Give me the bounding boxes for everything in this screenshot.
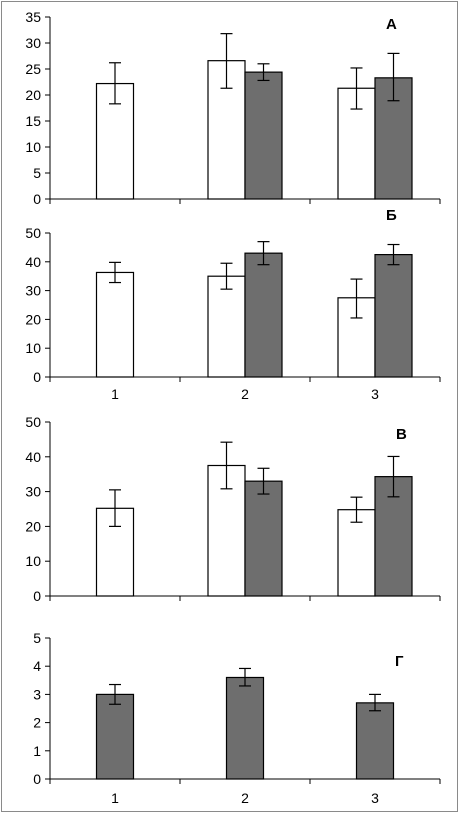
panel-label: Г xyxy=(395,653,404,670)
x-tick-label: 1 xyxy=(111,386,119,402)
panel-label: Б xyxy=(386,207,397,224)
y-tick-label: 40 xyxy=(25,254,41,270)
y-tick-label: 15 xyxy=(25,113,41,129)
y-tick-label: 0 xyxy=(33,191,41,207)
y-tick-label: 0 xyxy=(33,369,41,385)
bar-series1-cat2 xyxy=(225,676,265,780)
x-tick-label: 3 xyxy=(371,790,379,806)
y-tick-label: 30 xyxy=(25,35,41,51)
chart-panel-4: 0 1 2 3 4 5 1 2 3 Г xyxy=(33,630,441,806)
bar-series1-cat2 xyxy=(207,275,246,378)
chart-panel-2: 0 10 20 30 40 50 1 2 3 Б xyxy=(25,207,441,402)
y-tick-label: 30 xyxy=(25,283,41,299)
y-tick-label: 50 xyxy=(25,225,41,241)
y-tick-label: 0 xyxy=(33,588,41,604)
y-tick-label: 3 xyxy=(33,686,41,702)
y-tick-label: 4 xyxy=(33,658,41,674)
bar-series1-cat1 xyxy=(95,693,135,780)
y-tick-label: 25 xyxy=(25,61,41,77)
chart-panel-1: 0 5 10 15 20 25 30 35 А xyxy=(25,9,441,207)
y-tick-label: 0 xyxy=(33,771,41,787)
bar-series1-cat1 xyxy=(95,271,135,378)
bar-series2-cat2 xyxy=(244,252,283,378)
y-tick-label: 10 xyxy=(25,139,41,155)
bar-series2-cat3 xyxy=(374,254,413,378)
chart-panel-3: 0 10 20 30 40 50 В xyxy=(25,414,441,604)
bar-series2-cat2 xyxy=(244,71,283,200)
y-tick-label: 20 xyxy=(25,311,41,327)
y-tick-label: 10 xyxy=(25,553,41,569)
panel-label: В xyxy=(396,426,407,443)
x-tick-label: 2 xyxy=(241,790,249,806)
bar-series2-cat2 xyxy=(244,480,283,597)
y-tick-label: 35 xyxy=(25,9,41,25)
x-tick-label: 3 xyxy=(371,386,379,402)
y-tick-label: 20 xyxy=(25,518,41,534)
y-tick-label: 50 xyxy=(25,414,41,430)
y-tick-label: 20 xyxy=(25,87,41,103)
y-tick-label: 5 xyxy=(33,630,41,646)
y-tick-label: 40 xyxy=(25,449,41,465)
y-tick-label: 2 xyxy=(33,715,41,731)
y-tick-label: 10 xyxy=(25,340,41,356)
y-tick-label: 1 xyxy=(33,743,41,759)
panel-label: А xyxy=(386,16,397,33)
x-tick-label: 1 xyxy=(111,790,119,806)
bar-series1-cat3 xyxy=(355,702,395,780)
y-tick-label: 5 xyxy=(33,165,41,181)
x-tick-label: 2 xyxy=(241,386,249,402)
y-tick-label: 30 xyxy=(25,484,41,500)
bar-series1-cat3 xyxy=(337,509,376,597)
